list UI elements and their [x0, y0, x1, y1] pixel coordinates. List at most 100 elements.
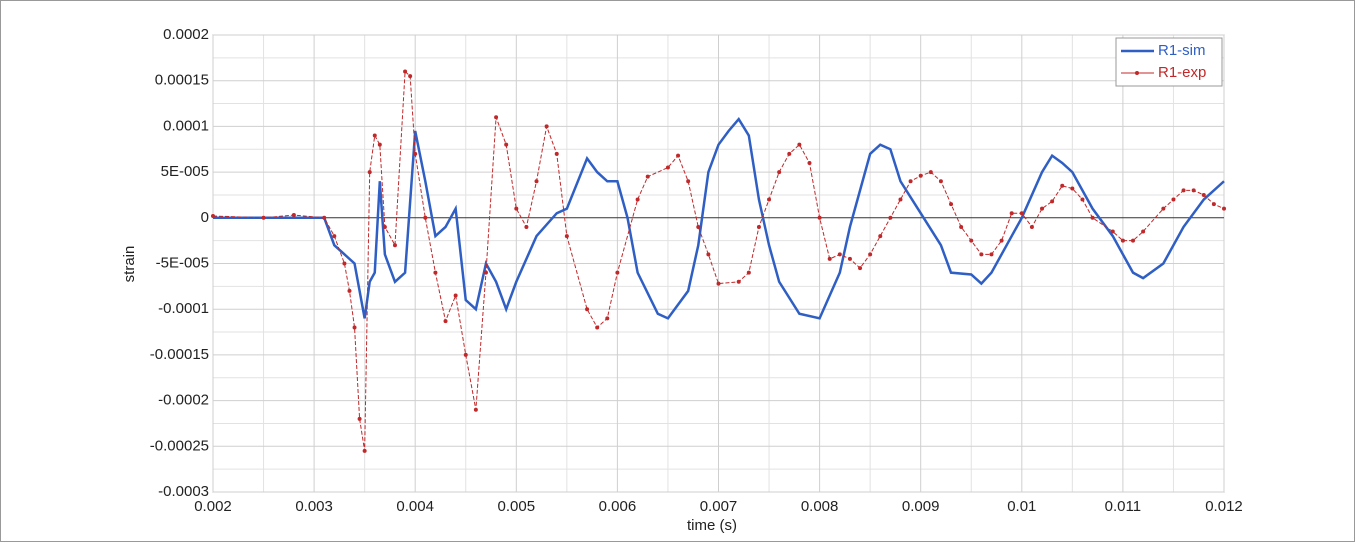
series-point	[928, 170, 933, 175]
series-point	[1009, 211, 1014, 216]
series-point	[847, 256, 852, 261]
series-point	[1211, 202, 1216, 207]
series-point	[423, 215, 428, 220]
series-point	[827, 256, 832, 261]
series-point	[746, 270, 751, 275]
series-point	[807, 160, 812, 165]
series-point	[1080, 197, 1085, 202]
legend-box	[1115, 37, 1223, 87]
series-point	[504, 142, 509, 147]
series-point	[787, 151, 792, 156]
series-line	[213, 116, 1225, 320]
series-point	[858, 266, 863, 271]
series-point	[382, 224, 387, 229]
series-point	[938, 179, 943, 184]
y-tick-label: 5E-005	[161, 163, 209, 180]
x-axis-label: time (s)	[687, 517, 737, 534]
series-point	[1171, 197, 1176, 202]
series-point	[706, 252, 711, 257]
series-point	[514, 206, 519, 211]
series-point	[979, 252, 984, 257]
series-point	[357, 416, 362, 421]
series-point	[483, 270, 488, 275]
series-point	[352, 325, 357, 330]
x-tick-label: 0.01	[1007, 498, 1036, 515]
series-point	[564, 234, 569, 239]
series-point	[595, 325, 600, 330]
legend-marker	[1135, 71, 1139, 75]
series-point	[1201, 192, 1206, 197]
series-point	[585, 307, 590, 312]
y-axis-label: strain	[121, 246, 138, 283]
y-tick-label: 0.0002	[163, 26, 209, 43]
series-point	[1090, 215, 1095, 220]
y-tick-label: 0.0001	[163, 117, 209, 134]
series-point	[291, 213, 296, 218]
y-tick-label: 0	[201, 209, 209, 226]
series-point	[377, 142, 382, 147]
series-point	[696, 224, 701, 229]
series-point	[1141, 229, 1146, 234]
y-tick-label: -0.00015	[150, 346, 209, 363]
y-tick-label: -0.0003	[158, 483, 209, 500]
series-point	[908, 179, 913, 184]
y-tick-label: 0.00015	[155, 72, 209, 89]
series-point	[868, 252, 873, 257]
series-point	[817, 215, 822, 220]
series-point	[463, 352, 468, 357]
series-point	[534, 179, 539, 184]
legend-label: R1-sim	[1158, 42, 1206, 59]
series-point	[605, 316, 610, 321]
series-point	[367, 170, 372, 175]
series-point	[347, 288, 352, 293]
y-tick-label: -5E-005	[156, 254, 209, 271]
series-point	[332, 234, 337, 239]
series-point	[413, 151, 418, 156]
series-point	[999, 238, 1004, 243]
y-tick-label: -0.00025	[150, 437, 209, 454]
series-point	[408, 74, 413, 79]
series-point	[888, 215, 893, 220]
series-point	[554, 151, 559, 156]
series-point	[443, 319, 448, 324]
series-point	[918, 173, 923, 178]
series-point	[959, 224, 964, 229]
series-point	[635, 197, 640, 202]
series-point	[261, 215, 266, 220]
series-point	[645, 174, 650, 179]
series-point	[211, 213, 215, 218]
series-point	[777, 170, 782, 175]
x-tick-label: 0.011	[1105, 498, 1141, 515]
x-tick-label: 0.002	[194, 498, 232, 515]
series-point	[1222, 206, 1226, 211]
x-tick-label: 0.007	[700, 498, 738, 515]
series-point	[403, 69, 408, 74]
x-tick-label: 0.006	[599, 498, 637, 515]
series-point	[1029, 224, 1034, 229]
x-tick-label: 0.008	[801, 498, 839, 515]
series-point	[797, 142, 802, 147]
series-point	[736, 279, 741, 284]
series-point	[1131, 238, 1136, 243]
series-point	[756, 224, 761, 229]
series-point	[392, 243, 397, 248]
series-point	[433, 270, 438, 275]
series-point	[615, 270, 620, 275]
series-point	[473, 407, 478, 412]
series-point	[1161, 206, 1166, 211]
series-point	[767, 197, 772, 202]
series-point	[1191, 188, 1196, 193]
series-point	[1181, 188, 1186, 193]
series-point	[494, 115, 499, 120]
x-tick-label: 0.009	[902, 498, 940, 515]
series-point	[544, 124, 549, 129]
series-point	[1040, 206, 1045, 211]
series-point	[524, 224, 529, 229]
series-point	[1120, 238, 1125, 243]
legend-label: R1-exp	[1158, 64, 1206, 81]
series-point	[342, 261, 347, 266]
series-point	[1050, 199, 1055, 204]
series-point	[676, 153, 681, 158]
